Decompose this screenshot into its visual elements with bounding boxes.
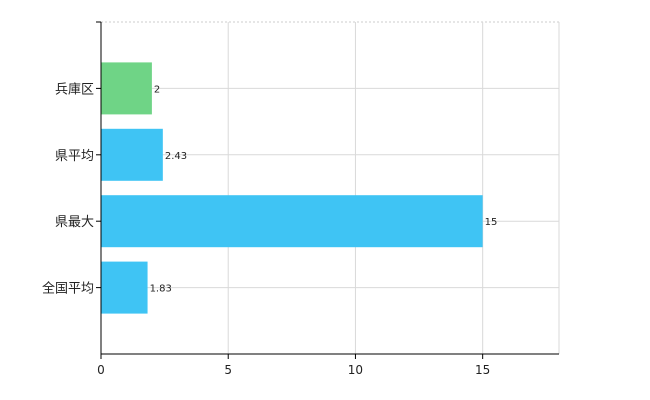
grid-lines — [101, 21, 560, 354]
data-label: 1.83 — [150, 284, 172, 295]
data-label: 2.43 — [165, 151, 187, 162]
bar-3 — [101, 195, 483, 248]
axes — [96, 21, 559, 359]
category-label: 兵庫区 — [55, 82, 94, 97]
bars — [101, 62, 483, 314]
category-label: 県最大 — [55, 215, 94, 230]
x-tick-label: 0 — [97, 363, 105, 377]
category-label: 県平均 — [55, 149, 94, 164]
data-label: 2 — [154, 84, 160, 95]
data-label: 15 — [485, 217, 498, 228]
x-tick-label: 5 — [224, 363, 232, 377]
bar-1 — [101, 62, 152, 115]
x-tick-label: 10 — [348, 363, 363, 377]
labels: 2 兵庫区 2.43 県平均 15 県最大 1.83 全国平均 0 5 10 15 — [42, 82, 497, 377]
category-label: 全国平均 — [42, 281, 94, 297]
x-tick-label: 15 — [475, 363, 490, 377]
bar-2 — [101, 128, 163, 181]
bar-4 — [101, 261, 148, 314]
